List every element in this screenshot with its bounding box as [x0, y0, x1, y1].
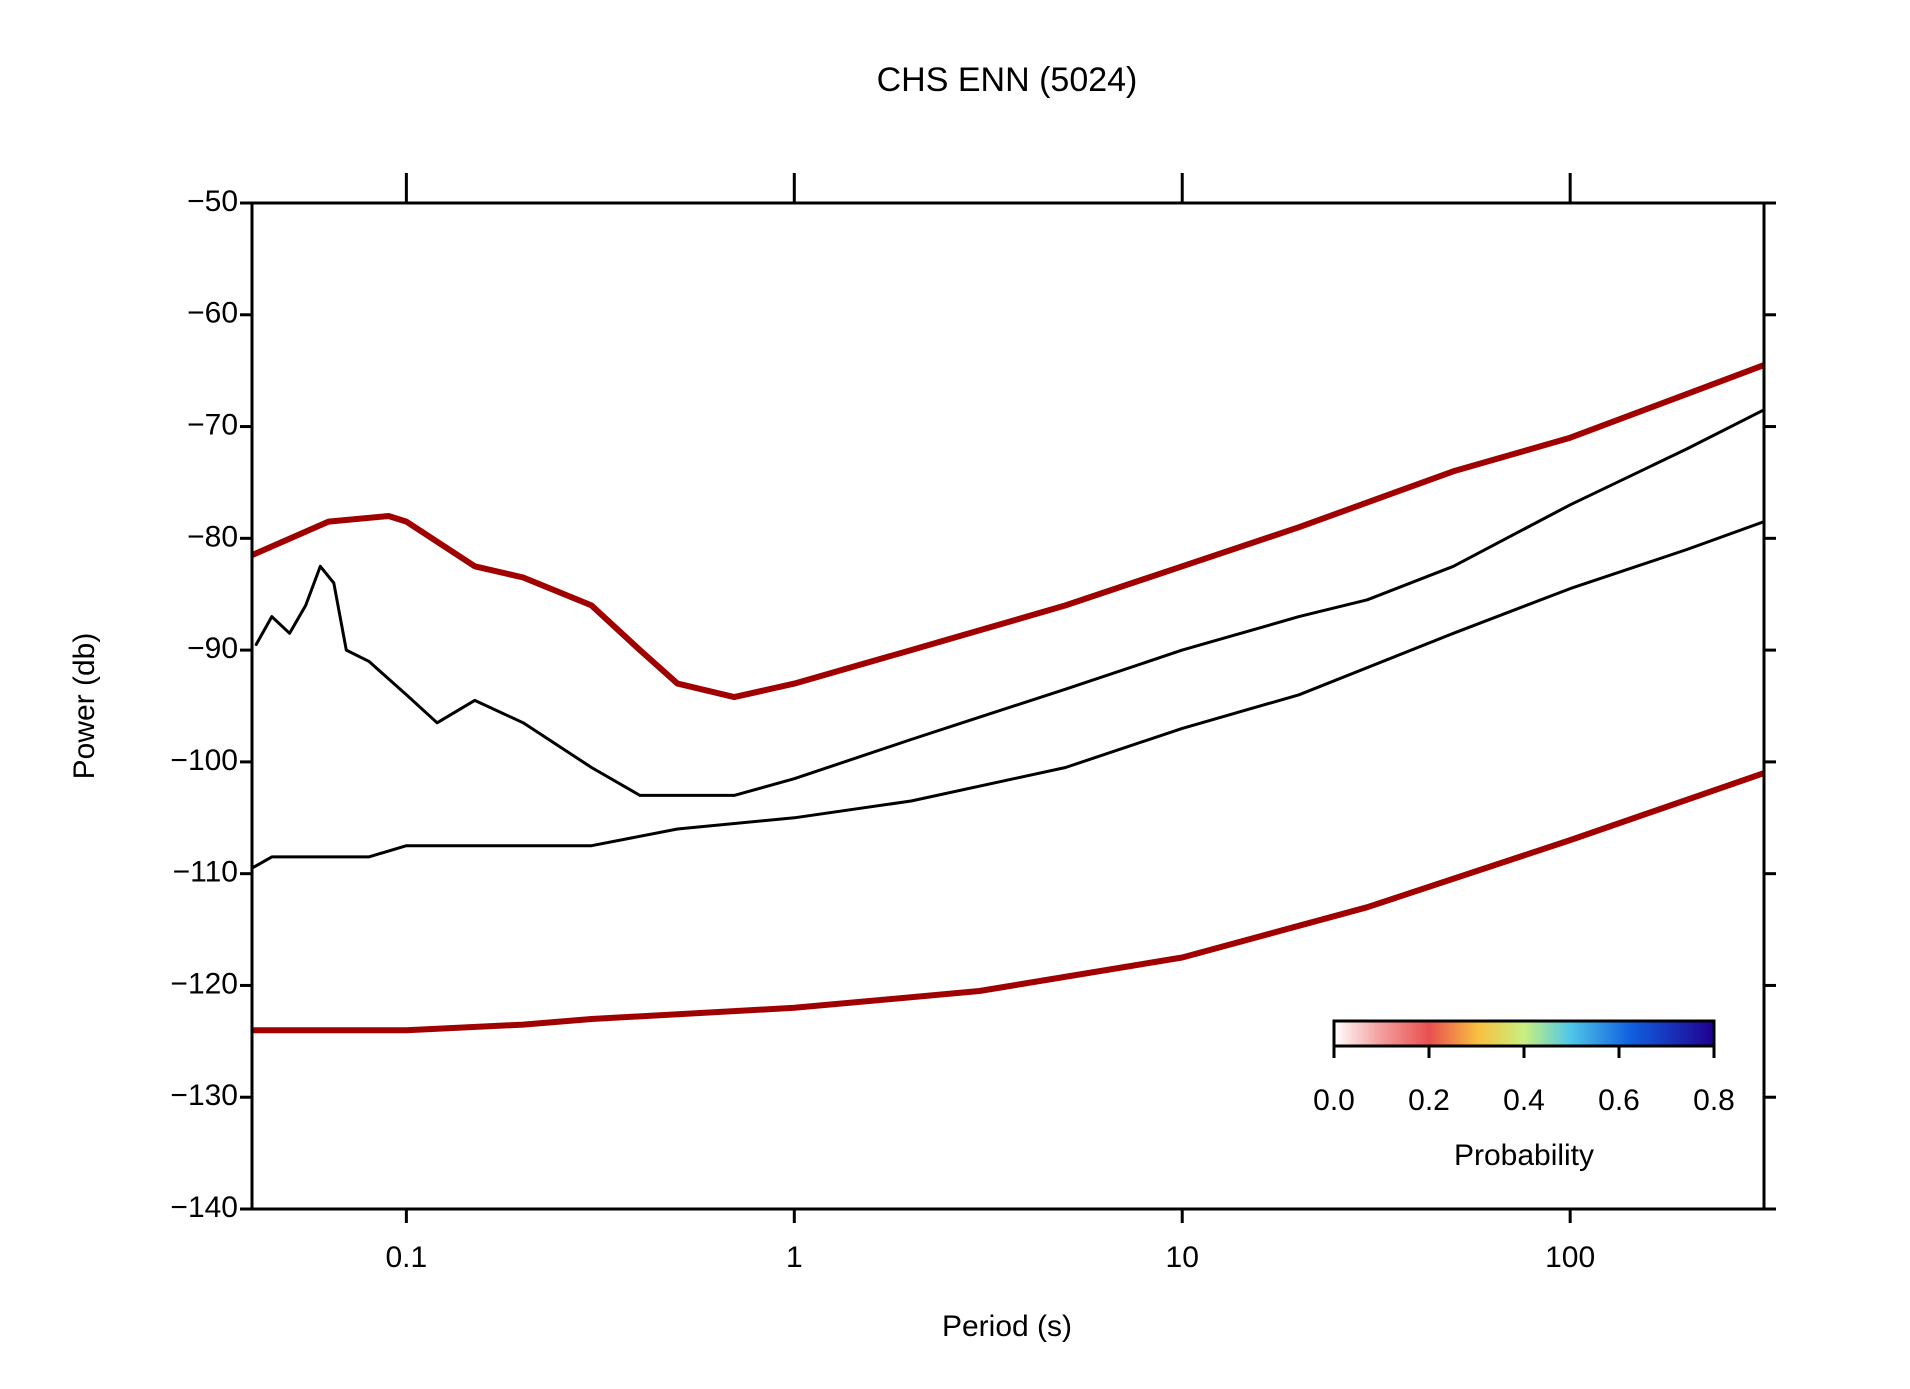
x-tick-label: 1: [786, 1241, 803, 1274]
y-tick-label: −90: [187, 632, 238, 665]
colorbar: [1332, 1019, 1716, 1048]
y-axis-label: Power (db): [68, 633, 101, 780]
y-tick-label: −140: [170, 1191, 238, 1224]
x-tick-label: 10: [1166, 1241, 1199, 1274]
plot-area: [252, 362, 1764, 1034]
series-line: [254, 408, 1764, 797]
colorbar-label: Probability: [1454, 1139, 1594, 1172]
series-line: [252, 362, 1764, 701]
y-tick-label: −120: [170, 967, 238, 1000]
plot-frame: [250, 201, 1766, 1211]
y-tick-label: −60: [187, 297, 238, 330]
colorbar-tick-label: 0.6: [1598, 1084, 1640, 1117]
series-line: [252, 475, 1764, 831]
chart-title: CHS ENN (5024): [877, 61, 1138, 99]
y-tick-label: −100: [170, 744, 238, 777]
y-tick-label: −70: [187, 408, 238, 441]
x-tick-label: 0.1: [386, 1241, 428, 1274]
series-line: [252, 520, 1764, 870]
x-tick-label: 100: [1545, 1241, 1595, 1274]
colorbar-tick-label: 0.0: [1313, 1084, 1355, 1117]
y-tick-label: −130: [170, 1079, 238, 1112]
colorbar-tick-label: 0.2: [1408, 1084, 1450, 1117]
x-axis-label: Period (s): [942, 1310, 1072, 1343]
series-line: [252, 770, 1764, 1034]
y-tick-label: −110: [173, 856, 238, 889]
y-tick-label: −80: [187, 520, 238, 553]
y-tick-label: −50: [187, 185, 238, 218]
colorbar-tick-label: 0.4: [1503, 1084, 1545, 1117]
colorbar-tick-label: 0.8: [1693, 1084, 1735, 1117]
